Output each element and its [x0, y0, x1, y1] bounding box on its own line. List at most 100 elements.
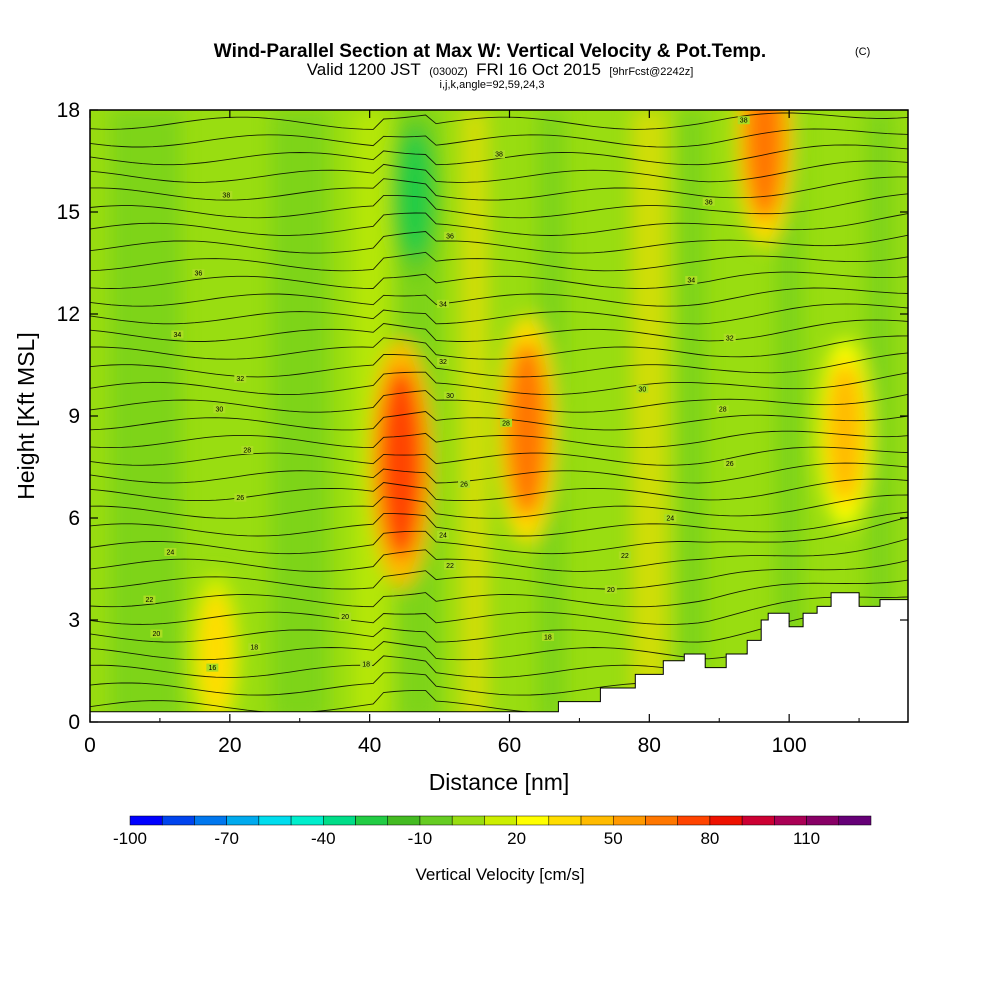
contour-label-bg: [360, 660, 373, 669]
contour-label: 28: [502, 420, 510, 427]
contour-label-bg: [241, 446, 254, 454]
chart-title: Wind-Parallel Section at Max W: Vertical…: [214, 41, 766, 62]
contour-label: 18: [362, 662, 370, 669]
velocity-feature: [378, 367, 424, 560]
colorbar-tick-label: 110: [793, 829, 820, 848]
colorbar-swatch: [741, 815, 775, 826]
x-axis-label: Distance [nm]: [429, 769, 570, 795]
colorbar-swatch: [645, 815, 678, 826]
y-tick-label: 9: [68, 405, 80, 428]
velocity-feature: [198, 591, 234, 717]
contour-label-bg: [499, 418, 512, 427]
y-tick-label: 3: [68, 609, 80, 632]
theta-contour-line: [90, 478, 908, 502]
contour-label: 32: [439, 359, 447, 366]
contour-label: 20: [341, 614, 349, 621]
contour-label-bg: [143, 595, 156, 604]
colorbar-swatch: [419, 815, 453, 826]
theta-contour-line: [90, 352, 908, 378]
contour-label-bg: [437, 357, 450, 366]
x-tick-label: 0: [84, 734, 96, 757]
colorbar-tick-label: -100: [113, 829, 147, 848]
contour-label: 30: [638, 386, 646, 393]
theta-contour-line: [90, 411, 908, 431]
colorbar-swatch: [677, 815, 711, 826]
contour-label-bg: [541, 633, 554, 641]
theta-contour-line: [90, 287, 908, 307]
contour-label-bg: [723, 333, 736, 342]
subtitle-zulu: (0300Z): [429, 66, 468, 78]
velocity-streak: [110, 110, 181, 722]
y-tick-label: 18: [57, 99, 80, 122]
colorbar-swatch: [774, 815, 807, 826]
colorbar-swatch: [709, 815, 743, 826]
contour-label-bg: [702, 197, 715, 206]
theta-contour-line: [90, 144, 908, 166]
contour-label: 18: [250, 645, 258, 652]
theta-contours: [90, 112, 908, 714]
contour-label-bg: [437, 531, 450, 539]
contour-label-bg: [248, 643, 261, 652]
subtitle-valid: Valid 1200 JST: [307, 60, 421, 79]
x-tick-label: 60: [498, 734, 521, 757]
colorbar-swatch: [290, 815, 324, 826]
contour-label: 24: [666, 516, 674, 523]
contour-label-bg: [716, 405, 729, 414]
contour-label: 30: [215, 407, 223, 414]
contour-label-bg: [604, 585, 617, 594]
contour-label-bg: [164, 548, 177, 556]
y-tick-label: 15: [57, 201, 80, 224]
contour-label-bg: [618, 551, 631, 560]
theta-contour-line: [90, 212, 908, 236]
contour-label: 38: [495, 152, 503, 159]
plot-area: 16 18 18 18 20 20 20 22 22 22 24 24 24 26 26 26 28 28 28 30…: [90, 110, 908, 722]
theta-contour-line: [90, 494, 908, 519]
contour-label: 34: [687, 278, 695, 285]
theta-contour-line: [90, 112, 908, 130]
contour-label-bg: [220, 191, 233, 199]
colorbar-swatch: [161, 815, 195, 826]
colorbar-swatch: [129, 815, 163, 826]
chart-title-mark: (C): [855, 46, 870, 58]
colorbar-swatch: [323, 815, 356, 826]
contour-label: 26: [460, 482, 468, 489]
y-tick-label: 6: [68, 507, 80, 530]
theta-contour-line: [90, 511, 908, 537]
subtitle-forecast: [9hrFcst@2242z]: [609, 66, 693, 78]
contour-label: 34: [173, 332, 181, 339]
colorbar-swatch: [806, 815, 840, 826]
velocity-feature: [744, 110, 786, 222]
velocity-streak: [677, 110, 706, 722]
x-tick-label: 20: [218, 734, 241, 757]
chart-subtitle-indices: i,j,k,angle=92,59,24,3: [440, 79, 545, 91]
theta-contour-line: [90, 371, 908, 396]
contour-label-bg: [444, 231, 457, 240]
contour-label: 22: [621, 553, 629, 560]
contour-label: 24: [167, 550, 175, 557]
contour-label-bg: [339, 612, 352, 621]
contour-label-bg: [723, 459, 736, 468]
colorbar-swatch: [226, 815, 260, 826]
theta-contour-line: [90, 231, 908, 254]
colorbar-swatch: [613, 815, 646, 826]
contour-label-bg: [444, 391, 457, 400]
contour-labels: 16 18 18 18 20 20 20 22 22 22 24 24 24 26 26 26 28 28 28 30…: [143, 116, 750, 672]
colorbar-swatch: [258, 815, 292, 826]
theta-contour-line: [90, 319, 908, 342]
colorbar-swatch: [355, 815, 388, 826]
colorbar-tick-label: 20: [507, 829, 526, 848]
colorbar-swatch: [484, 815, 517, 826]
contour-label-bg: [737, 116, 750, 125]
contour-label: 36: [705, 199, 713, 206]
theta-contour-line: [90, 462, 908, 484]
theta-contour-line: [90, 596, 908, 625]
colorbar-tick-label: 80: [700, 829, 719, 848]
colorbar-tick-label: -10: [408, 829, 433, 848]
velocity-feature: [826, 361, 864, 505]
contour-label-bg: [192, 269, 205, 278]
x-tick-label: 40: [358, 734, 381, 757]
theta-contour-line: [90, 390, 908, 413]
x-tick-label: 80: [638, 734, 661, 757]
